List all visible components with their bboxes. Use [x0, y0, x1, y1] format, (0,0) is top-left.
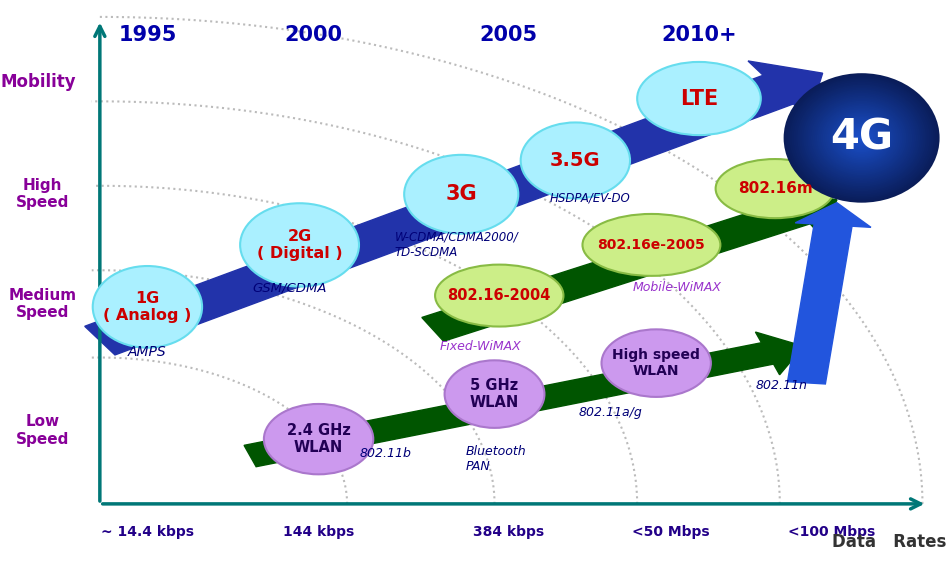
Text: W-CDMA/CDMA2000/
TD-SCDMA: W-CDMA/CDMA2000/ TD-SCDMA — [395, 231, 518, 259]
Text: 4G: 4G — [830, 117, 893, 159]
Ellipse shape — [784, 73, 940, 203]
Polygon shape — [85, 61, 823, 355]
Ellipse shape — [582, 214, 721, 276]
Text: ~ 14.4 kbps: ~ 14.4 kbps — [101, 525, 194, 539]
Ellipse shape — [797, 84, 926, 191]
Text: 1995: 1995 — [118, 25, 177, 46]
Text: <50 Mbps: <50 Mbps — [631, 525, 709, 539]
Ellipse shape — [815, 99, 908, 177]
Ellipse shape — [843, 122, 881, 154]
Ellipse shape — [805, 91, 918, 185]
Ellipse shape — [435, 265, 564, 327]
Ellipse shape — [828, 110, 895, 166]
Polygon shape — [422, 188, 837, 341]
Ellipse shape — [803, 90, 920, 186]
Text: 802.16-2004: 802.16-2004 — [448, 288, 551, 303]
Text: Low
Speed: Low Speed — [16, 414, 69, 447]
Ellipse shape — [860, 136, 864, 140]
Text: AMPS: AMPS — [128, 345, 166, 359]
Ellipse shape — [787, 77, 936, 199]
Ellipse shape — [786, 75, 938, 201]
Ellipse shape — [809, 94, 914, 182]
Text: 384 kbps: 384 kbps — [474, 525, 544, 539]
Text: 802.16e-2005: 802.16e-2005 — [597, 238, 706, 252]
Ellipse shape — [826, 109, 897, 167]
Ellipse shape — [445, 360, 544, 428]
Ellipse shape — [715, 159, 835, 218]
Ellipse shape — [799, 86, 924, 190]
Text: Bluetooth
PAN: Bluetooth PAN — [466, 445, 527, 473]
Ellipse shape — [791, 79, 932, 196]
Ellipse shape — [825, 107, 899, 169]
Ellipse shape — [858, 135, 865, 141]
Ellipse shape — [834, 115, 889, 160]
Text: Medium
Speed: Medium Speed — [9, 288, 77, 320]
Ellipse shape — [240, 203, 359, 287]
Ellipse shape — [811, 96, 912, 180]
Ellipse shape — [844, 123, 879, 153]
Text: 144 kbps: 144 kbps — [283, 525, 354, 539]
Ellipse shape — [850, 128, 873, 148]
Ellipse shape — [821, 104, 902, 172]
Ellipse shape — [856, 133, 867, 143]
Ellipse shape — [637, 62, 761, 135]
Ellipse shape — [854, 132, 869, 144]
Ellipse shape — [846, 125, 877, 151]
Polygon shape — [244, 332, 804, 467]
Ellipse shape — [801, 88, 922, 188]
Ellipse shape — [852, 130, 871, 146]
Text: <100 Mbps: <100 Mbps — [788, 525, 876, 539]
Ellipse shape — [823, 106, 901, 170]
Text: Fixed-WiMAX: Fixed-WiMAX — [439, 339, 521, 353]
Text: 3G: 3G — [445, 184, 477, 204]
Ellipse shape — [807, 92, 916, 184]
Text: GSM/CDMA: GSM/CDMA — [253, 282, 327, 295]
Text: 2005: 2005 — [479, 25, 538, 46]
Ellipse shape — [836, 117, 887, 159]
Text: 3.5G: 3.5G — [550, 151, 601, 170]
Ellipse shape — [793, 81, 930, 195]
Text: 802.11b: 802.11b — [359, 446, 411, 460]
Text: 5 GHz
WLAN: 5 GHz WLAN — [470, 378, 519, 410]
Text: Mobile-WiMAX: Mobile-WiMAX — [632, 280, 722, 294]
Ellipse shape — [840, 120, 883, 156]
Text: 802.11n: 802.11n — [756, 379, 808, 392]
Text: High
Speed: High Speed — [16, 178, 69, 211]
Ellipse shape — [813, 97, 910, 178]
Text: 2000: 2000 — [285, 25, 342, 46]
Ellipse shape — [601, 329, 710, 397]
Text: 2010+: 2010+ — [661, 25, 737, 46]
Text: 802.16m: 802.16m — [738, 181, 812, 196]
Text: 2G
( Digital ): 2G ( Digital ) — [257, 229, 342, 261]
Ellipse shape — [819, 102, 904, 173]
Ellipse shape — [404, 155, 518, 234]
Ellipse shape — [92, 266, 202, 347]
Text: LTE: LTE — [680, 88, 718, 109]
Text: Mobility: Mobility — [0, 73, 76, 91]
Ellipse shape — [817, 101, 906, 175]
Ellipse shape — [789, 78, 934, 198]
Text: Data   Rates: Data Rates — [832, 533, 946, 551]
Text: 802.11a/g: 802.11a/g — [578, 405, 642, 419]
Ellipse shape — [521, 123, 630, 199]
Text: 1G
( Analog ): 1G ( Analog ) — [104, 291, 191, 323]
Ellipse shape — [264, 404, 373, 474]
Ellipse shape — [832, 114, 891, 162]
Text: High speed
WLAN: High speed WLAN — [612, 348, 700, 378]
Ellipse shape — [830, 112, 893, 164]
Ellipse shape — [795, 83, 928, 193]
Ellipse shape — [838, 119, 885, 158]
Ellipse shape — [848, 127, 875, 149]
Polygon shape — [787, 203, 871, 384]
Text: 2.4 GHz
WLAN: 2.4 GHz WLAN — [286, 423, 351, 455]
Text: HSDPA/EV-DO: HSDPA/EV-DO — [550, 191, 631, 205]
